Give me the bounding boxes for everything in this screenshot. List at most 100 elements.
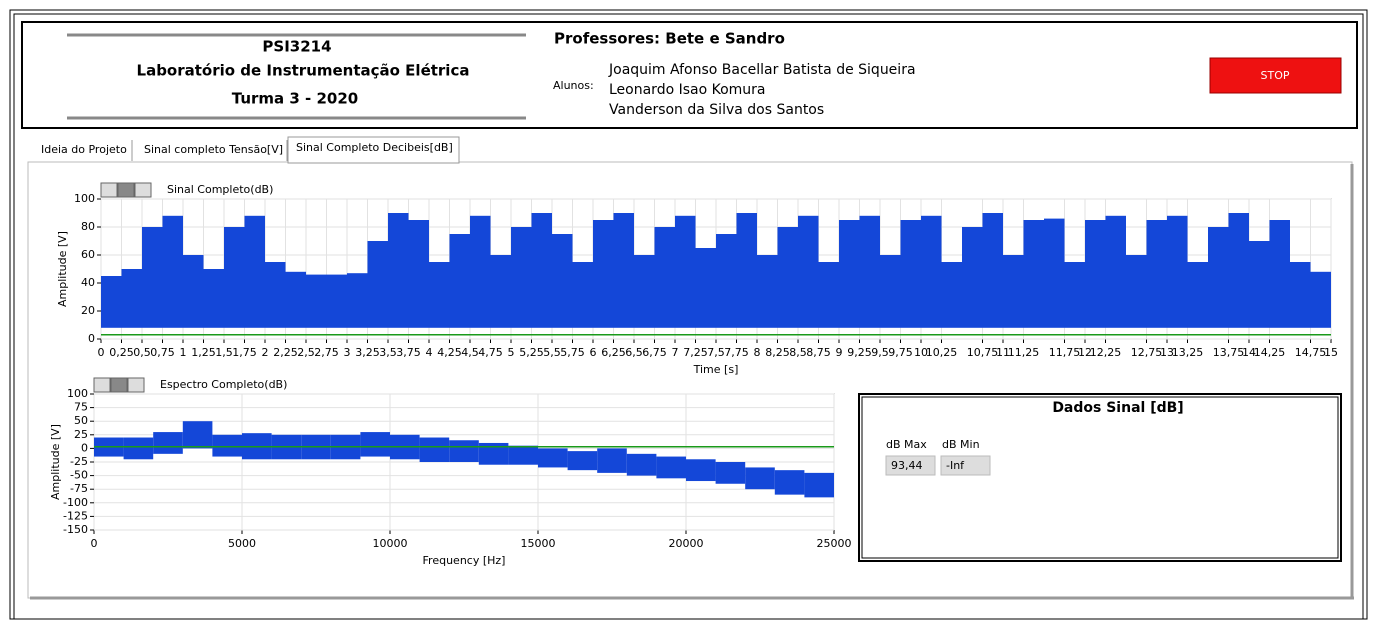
y-tick-label: 25: [74, 428, 88, 441]
signal-band: [511, 227, 532, 328]
x-tick-label: 14: [1242, 346, 1256, 359]
signal-band: [429, 262, 450, 328]
x-tick-label: 6,25: [601, 346, 626, 359]
x-tick-label: 7: [672, 346, 679, 359]
x-tick-label: 2,5: [297, 346, 315, 359]
signal-band: [941, 262, 962, 328]
signal-band: [182, 421, 213, 449]
x-tick-label: 10000: [373, 537, 408, 550]
x-tick-label: 12: [1078, 346, 1092, 359]
signal-band: [804, 472, 834, 498]
y-tick-label: -150: [63, 523, 88, 536]
x-tick-label: 10: [914, 346, 928, 359]
signal-band: [736, 213, 757, 328]
tab[interactable]: Sinal Completo Decibeis[dB]: [296, 141, 453, 154]
signal-band: [880, 255, 901, 328]
signal-band: [419, 437, 450, 462]
signal-band: [347, 273, 368, 328]
y-tick-label: 100: [67, 387, 88, 400]
y-tick-label: 0: [81, 441, 88, 454]
stop-label[interactable]: STOP: [1261, 69, 1290, 82]
toolbar-icon: [93, 377, 111, 393]
x-tick-label: 11,75: [1049, 346, 1081, 359]
x-tick-label: 6,75: [642, 346, 667, 359]
student: Leonardo Isao Komura: [609, 82, 766, 98]
x-tick-label: 0: [98, 346, 105, 359]
signal-band: [613, 213, 634, 328]
tab[interactable]: Sinal completo Tensão[V]: [144, 143, 283, 156]
x-tick-label: 10,25: [926, 346, 958, 359]
signal-band: [818, 262, 839, 328]
signal-band: [675, 215, 696, 328]
x-tick-label: 0,5: [133, 346, 151, 359]
y-tick-label: 40: [81, 276, 95, 289]
course: PSI3214: [262, 38, 331, 56]
x-tick-label: 8,75: [806, 346, 831, 359]
x-tick-label: 4: [426, 346, 433, 359]
x-tick-label: 13,25: [1172, 346, 1204, 359]
signal-band: [123, 437, 154, 460]
signal-band: [306, 274, 327, 328]
x-tick-label: 13: [1160, 346, 1174, 359]
x-tick-label: 1,75: [232, 346, 257, 359]
x-tick-label: 3,75: [396, 346, 421, 359]
x-tick-label: 25000: [817, 537, 852, 550]
tab[interactable]: Ideia do Projeto: [41, 143, 127, 156]
toolbar-icon: [110, 377, 128, 393]
y-tick-label: -125: [63, 509, 88, 522]
x-tick-label: 3,5: [379, 346, 397, 359]
data-panel-inner: [861, 396, 1339, 559]
x-tick-label: 8: [754, 346, 761, 359]
signal-band: [654, 227, 675, 328]
signal-band: [101, 276, 122, 328]
signal-band: [531, 213, 552, 328]
signal-band: [449, 234, 470, 328]
signal-band: [715, 462, 746, 484]
signal-band: [408, 220, 429, 328]
toolbar-icon: [127, 377, 145, 393]
toolbar-icon: [100, 182, 118, 198]
signal-band: [1228, 213, 1249, 328]
signal-band: [962, 227, 983, 328]
panel-title: Dados Sinal [dB]: [1052, 400, 1183, 416]
signal-band: [1044, 218, 1065, 328]
signal-band: [490, 255, 511, 328]
signal-band: [326, 274, 347, 328]
x-tick-label: 5,75: [560, 346, 585, 359]
x-tick-label: 6: [590, 346, 597, 359]
x-tick-label: 1: [180, 346, 187, 359]
signal-band: [745, 467, 775, 490]
signal-band: [757, 255, 778, 328]
x-axis-label: Frequency [Hz]: [423, 554, 506, 567]
signal-band: [686, 459, 716, 482]
x-tick-label: 20000: [669, 537, 704, 550]
signal-band: [1187, 262, 1208, 328]
x-tick-label: 9: [836, 346, 843, 359]
signal-band: [1310, 271, 1331, 328]
signal-band: [634, 255, 655, 328]
x-tick-label: 14,25: [1254, 346, 1286, 359]
header-box: [21, 21, 1358, 129]
x-tick-label: 8,5: [789, 346, 807, 359]
x-tick-label: 9,25: [847, 346, 872, 359]
x-tick-label: 11,25: [1008, 346, 1040, 359]
x-tick-label: 14,75: [1295, 346, 1327, 359]
signal-band: [716, 234, 737, 328]
signal-band: [142, 227, 163, 328]
signal-band: [153, 432, 183, 454]
student: Joaquim Afonso Bacellar Batista de Sique…: [608, 62, 916, 78]
signal-band: [1126, 255, 1147, 328]
label: dB Min: [942, 438, 980, 451]
stop-button[interactable]: [1209, 57, 1342, 94]
x-tick-label: 8,25: [765, 346, 790, 359]
signal-band: [1085, 220, 1106, 328]
x-axis-label: Time [s]: [693, 363, 739, 376]
x-tick-label: 7,5: [707, 346, 725, 359]
y-tick-label: 20: [81, 304, 95, 317]
professors: Professores: Bete e Sandro: [554, 30, 785, 48]
x-tick-label: 9,5: [871, 346, 889, 359]
signal-band: [470, 215, 491, 328]
signal-band: [224, 227, 245, 328]
x-tick-label: 7,75: [724, 346, 749, 359]
